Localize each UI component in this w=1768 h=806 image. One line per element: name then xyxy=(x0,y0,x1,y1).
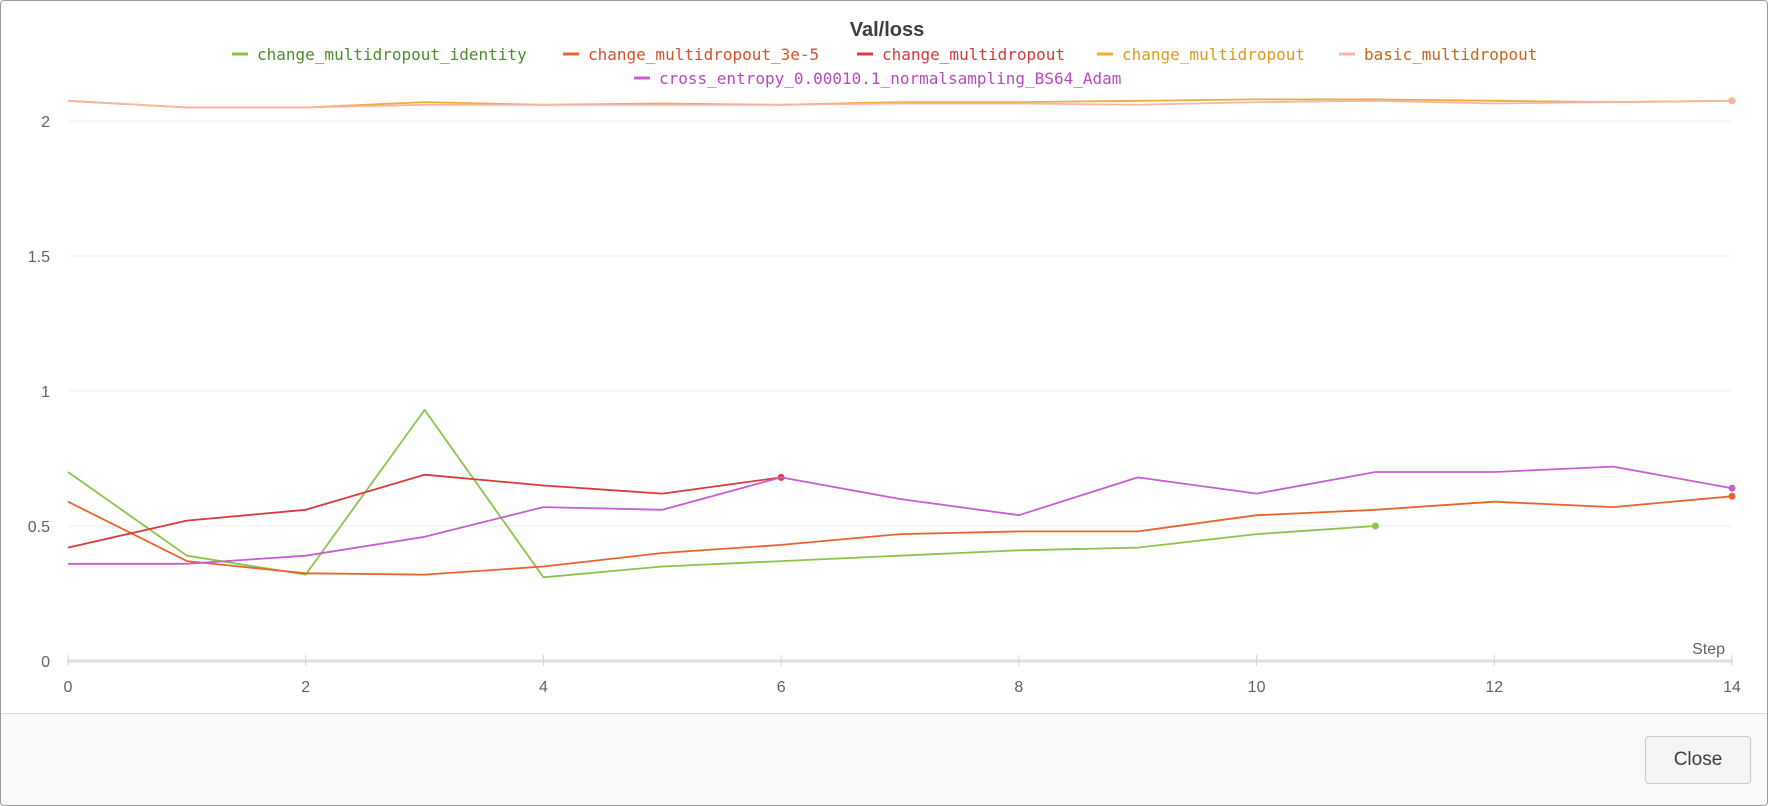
x-tick-label: 0 xyxy=(64,679,73,696)
x-tick-label: 14 xyxy=(1723,679,1741,696)
y-tick-label: 0.5 xyxy=(28,519,50,536)
x-tick-label: 10 xyxy=(1248,679,1266,696)
y-tick-label: 1 xyxy=(41,384,50,401)
series-end-point-4 xyxy=(1728,97,1736,105)
x-tick-label: 2 xyxy=(301,679,310,696)
chart-title: Val/loss xyxy=(850,19,925,41)
y-tick-label: 0 xyxy=(41,654,50,671)
legend-label-2[interactable]: change_multidropout xyxy=(882,45,1065,64)
x-tick-label: 8 xyxy=(1014,679,1023,696)
series-line-4 xyxy=(67,99,1733,109)
close-button[interactable]: Close xyxy=(1645,736,1751,784)
x-tick-label: 4 xyxy=(539,679,548,696)
series-line-2 xyxy=(67,473,782,549)
series-end-point-1 xyxy=(1728,492,1736,500)
x-tick-label: 6 xyxy=(777,679,786,696)
val-loss-chart: 0 0.5 1 1.5 2 0 2 4 6 8 10 12 14 Step Val/loss change_m… xyxy=(28,19,1741,696)
y-tick-label: 1.5 xyxy=(28,249,50,266)
legend-label-5[interactable]: cross_entropy_0.00010.1_normalsampling_B… xyxy=(659,69,1121,88)
legend-label-4[interactable]: basic_multidropout xyxy=(1364,45,1537,64)
series-line-5 xyxy=(68,465,1733,565)
x-tick-label: 12 xyxy=(1485,679,1503,696)
series-end-point-5 xyxy=(1728,484,1736,492)
y-tick-label: 2 xyxy=(41,114,50,131)
series-end-point-0 xyxy=(1371,522,1379,530)
dialog-footer: Close xyxy=(1,713,1767,805)
chart-panel: 0 0.5 1 1.5 2 0 2 4 6 8 10 12 14 Step Val/loss change_m… xyxy=(1,1,1767,713)
legend-label-3[interactable]: change_multidropout xyxy=(1122,45,1305,64)
legend-label-1[interactable]: change_multidropout_3e-5 xyxy=(588,45,819,64)
series-line-1 xyxy=(67,495,1733,576)
x-axis-label: Step xyxy=(1692,641,1725,658)
legend-label-0[interactable]: change_multidropout_identity xyxy=(257,45,527,64)
